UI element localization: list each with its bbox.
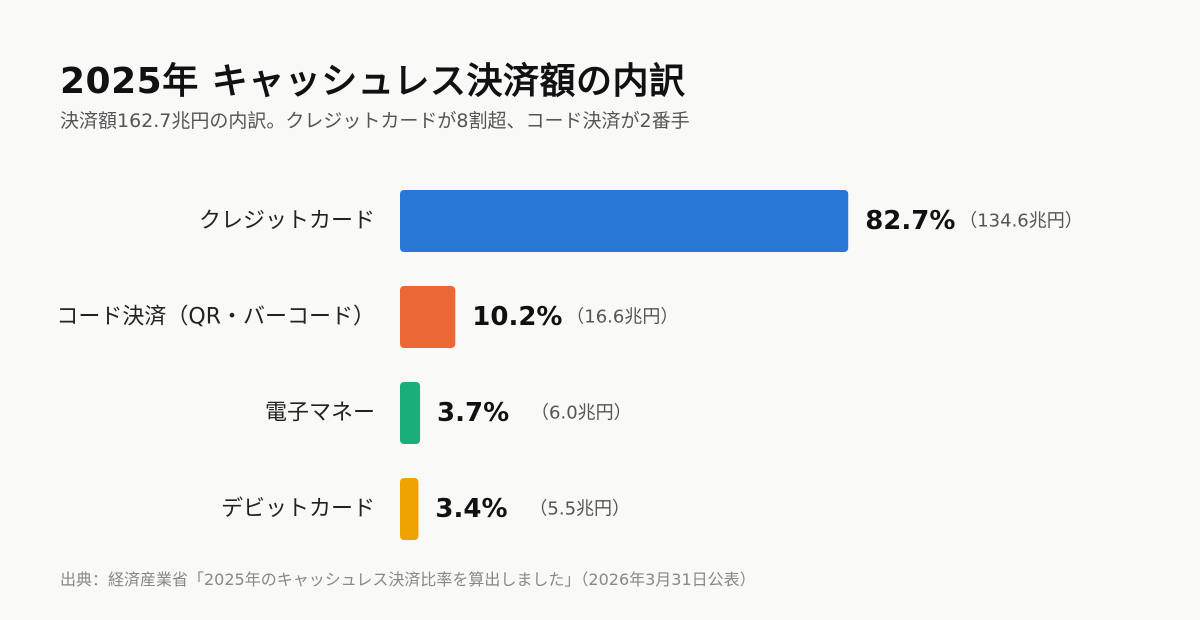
chart-subtitle: 決済額162.7兆円の内訳。クレジットカードが8割超、コード決済が2番手 [60, 110, 690, 132]
bar [400, 382, 421, 444]
category-label: クレジットカード [199, 209, 375, 234]
category-label: デビットカード [221, 497, 375, 522]
bar [400, 286, 456, 348]
chart-title: 2025年 キャッシュレス決済額の内訳 [60, 61, 686, 102]
value-label: 10.2% [472, 302, 562, 332]
category-label: 電子マネー [265, 401, 375, 426]
category-label: コード決済（QR・バーコード） [56, 305, 375, 330]
amount-label: （134.6兆円） [959, 211, 1083, 232]
bar [400, 190, 849, 252]
value-label: 82.7% [865, 206, 955, 236]
bar [400, 478, 419, 540]
source-note: 出典：経済産業省「2025年のキャッシュレス決済比率を算出しました」（2026年… [60, 570, 756, 589]
amount-label: （16.6兆円） [566, 307, 678, 328]
amount-label: （6.0兆円） [531, 403, 632, 424]
value-label: 3.4% [435, 494, 507, 524]
value-label: 3.7% [437, 398, 509, 428]
amount-label: （5.5兆円） [529, 499, 630, 520]
